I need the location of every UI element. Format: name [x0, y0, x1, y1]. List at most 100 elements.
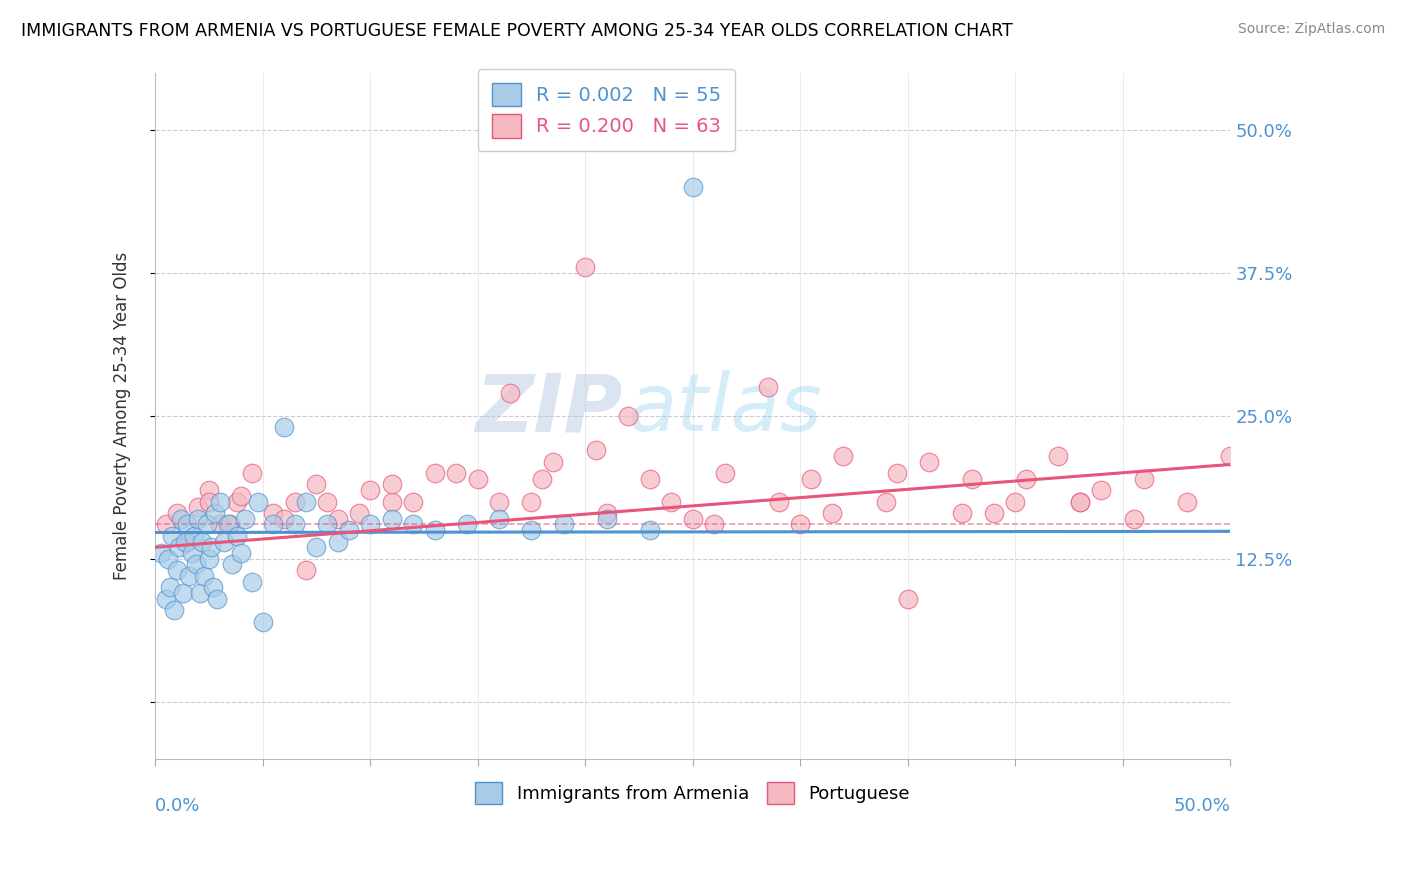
Point — [1122, 512, 1144, 526]
Text: 50.0%: 50.0% — [1174, 797, 1230, 814]
Point — [950, 506, 973, 520]
Point — [499, 386, 522, 401]
Point — [1219, 449, 1241, 463]
Legend: Immigrants from Armenia, Portuguese: Immigrants from Armenia, Portuguese — [468, 775, 917, 812]
Point — [886, 466, 908, 480]
Point — [488, 494, 510, 508]
Point — [488, 512, 510, 526]
Point — [983, 506, 1005, 520]
Point — [202, 580, 225, 594]
Point — [756, 380, 779, 394]
Point — [229, 546, 252, 560]
Point — [541, 454, 564, 468]
Point — [198, 551, 221, 566]
Point — [714, 466, 737, 480]
Point — [359, 483, 381, 498]
Point — [1004, 494, 1026, 508]
Point — [225, 494, 247, 508]
Point — [225, 529, 247, 543]
Point — [170, 512, 193, 526]
Point — [159, 580, 181, 594]
Point — [832, 449, 855, 463]
Point — [155, 591, 177, 606]
Text: ZIP: ZIP — [475, 370, 623, 448]
Point — [167, 541, 190, 555]
Point — [444, 466, 467, 480]
Point — [187, 500, 209, 515]
Point — [1175, 494, 1198, 508]
Text: 0.0%: 0.0% — [155, 797, 201, 814]
Point — [176, 517, 198, 532]
Point — [595, 506, 617, 520]
Point — [326, 534, 349, 549]
Point — [262, 517, 284, 532]
Point — [800, 472, 823, 486]
Point — [252, 615, 274, 629]
Point — [284, 517, 307, 532]
Point — [617, 409, 640, 423]
Point — [240, 466, 263, 480]
Point — [821, 506, 844, 520]
Point — [262, 506, 284, 520]
Text: Source: ZipAtlas.com: Source: ZipAtlas.com — [1237, 22, 1385, 37]
Point — [638, 472, 661, 486]
Point — [531, 472, 554, 486]
Point — [198, 483, 221, 498]
Point — [163, 603, 186, 617]
Point — [235, 512, 257, 526]
Point — [789, 517, 811, 532]
Point — [897, 591, 920, 606]
Point — [208, 517, 231, 532]
Point — [682, 512, 704, 526]
Point — [595, 512, 617, 526]
Point — [294, 563, 316, 577]
Point — [638, 523, 661, 537]
Point — [193, 569, 215, 583]
Point — [284, 494, 307, 508]
Point — [520, 494, 543, 508]
Point — [207, 591, 229, 606]
Point — [316, 517, 339, 532]
Y-axis label: Female Poverty Among 25-34 Year Olds: Female Poverty Among 25-34 Year Olds — [114, 252, 131, 580]
Point — [423, 466, 446, 480]
Point — [179, 569, 201, 583]
Point — [1133, 472, 1156, 486]
Point — [217, 517, 239, 532]
Point — [305, 541, 328, 555]
Point — [875, 494, 897, 508]
Point — [381, 477, 404, 491]
Point — [229, 489, 252, 503]
Point — [456, 517, 478, 532]
Point — [166, 506, 188, 520]
Point — [962, 472, 984, 486]
Point — [162, 529, 184, 543]
Point — [703, 517, 725, 532]
Point — [172, 586, 194, 600]
Point — [520, 523, 543, 537]
Point — [166, 563, 188, 577]
Point — [574, 260, 596, 275]
Point — [349, 506, 371, 520]
Point — [247, 494, 270, 508]
Point — [294, 494, 316, 508]
Point — [176, 534, 198, 549]
Point — [156, 551, 179, 566]
Point — [768, 494, 790, 508]
Point — [1090, 483, 1112, 498]
Point — [337, 523, 360, 537]
Point — [585, 443, 607, 458]
Point — [423, 523, 446, 537]
Point — [195, 517, 218, 532]
Point — [204, 506, 226, 520]
Point — [326, 512, 349, 526]
Point — [155, 517, 177, 532]
Point — [221, 558, 243, 572]
Point — [200, 541, 222, 555]
Point — [1015, 472, 1038, 486]
Point — [174, 534, 197, 549]
Point — [402, 494, 425, 508]
Point — [305, 477, 328, 491]
Point — [183, 529, 205, 543]
Point — [188, 586, 211, 600]
Point — [187, 512, 209, 526]
